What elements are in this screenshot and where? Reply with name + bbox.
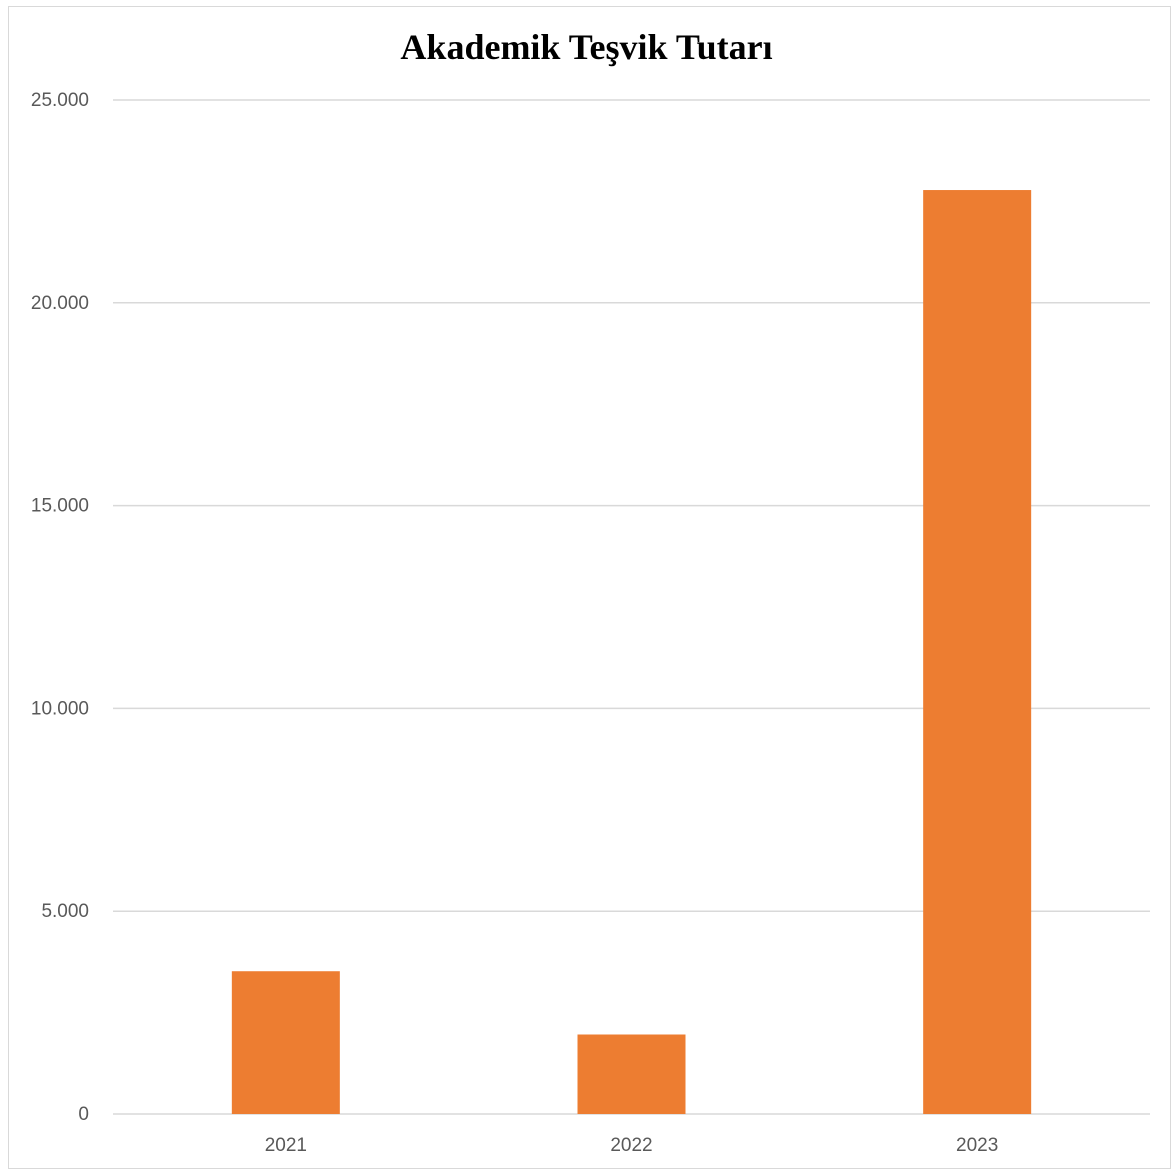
x-tick-label: 2021 — [265, 1135, 307, 1156]
bar-2023 — [923, 190, 1032, 1114]
chart-title: Akademik Teşvik Tutarı — [400, 27, 773, 67]
bar-2022 — [577, 1034, 686, 1114]
y-tick-label: 20.000 — [31, 293, 89, 314]
y-tick-label: 15.000 — [31, 496, 89, 517]
y-tick-label: 10.000 — [31, 698, 89, 719]
x-tick-label: 2022 — [610, 1135, 652, 1156]
x-axis-ticks: 2021 2022 2023 — [265, 1135, 999, 1156]
y-tick-label: 25.000 — [31, 90, 89, 111]
y-tick-label: 5.000 — [41, 901, 89, 922]
y-tick-label: 0 — [78, 1104, 89, 1125]
bars — [231, 190, 1032, 1114]
y-axis-ticks: 0 5.000 10.000 15.000 20.000 25.000 — [31, 90, 89, 1125]
bar-2021 — [231, 971, 340, 1114]
x-tick-label: 2023 — [956, 1135, 998, 1156]
